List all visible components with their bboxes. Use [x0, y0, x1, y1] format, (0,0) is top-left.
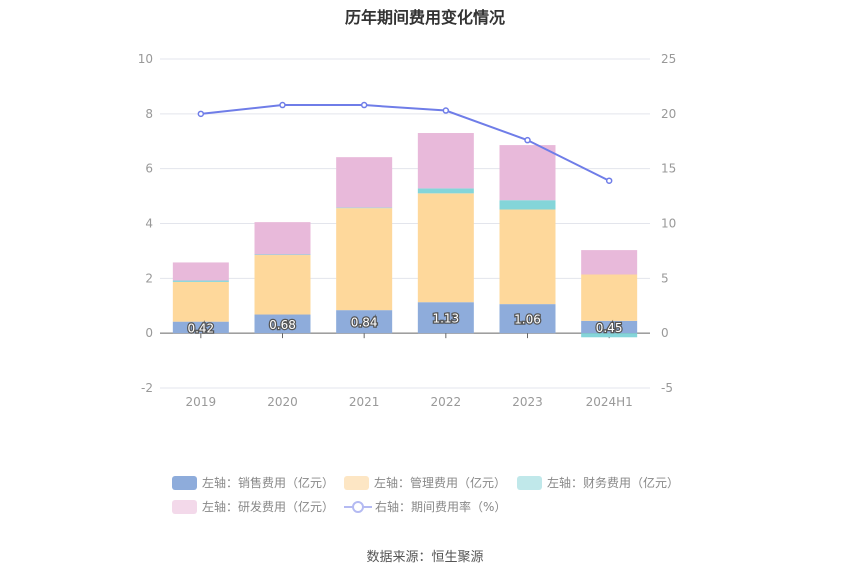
bar-segment — [581, 274, 638, 321]
bar-segment — [172, 321, 229, 334]
bar-segment — [172, 280, 229, 282]
bar-segment — [172, 262, 229, 281]
x-tick-label: 2022 — [431, 395, 462, 409]
bar-segment — [581, 320, 638, 334]
legend-swatch — [172, 499, 197, 514]
bar-data-label: 0.84 — [351, 316, 378, 330]
left-tick-label: 4 — [145, 217, 153, 231]
bar-segment — [336, 157, 393, 208]
bar-segment — [581, 250, 638, 275]
bar-segment — [254, 255, 311, 315]
legend-label: 左轴：研发费用（亿元） — [202, 500, 335, 514]
left-tick-label: 10 — [138, 52, 153, 66]
right-tick-label: 5 — [661, 271, 669, 285]
legend-item-rd[interactable]: 左轴：研发费用（亿元） — [172, 498, 334, 515]
bar-segment — [499, 209, 556, 305]
bar-data-label: 1.06 — [514, 313, 541, 327]
bar-data-label: 1.13 — [432, 312, 459, 326]
right-tick-label: 10 — [661, 217, 676, 231]
x-tick-label: 2024H1 — [586, 395, 633, 409]
bar-segment — [254, 254, 311, 256]
left-tick-label: -2 — [141, 381, 153, 395]
right-tick-label: 15 — [661, 162, 676, 176]
rate-point — [197, 110, 205, 118]
left-tick-label: 6 — [145, 162, 153, 176]
bar-segment — [336, 310, 393, 334]
bar-segment — [499, 145, 556, 201]
bar-segment — [417, 133, 474, 189]
rate-point — [360, 101, 368, 109]
legend-item-sales[interactable]: 左轴：销售费用（亿元） — [172, 474, 334, 491]
chart-title: 历年期间费用变化情况 — [344, 8, 505, 27]
rate-point — [442, 107, 450, 114]
source-note: 数据来源：恒生聚源 — [366, 550, 484, 565]
x-tick-label: 2023 — [512, 395, 543, 409]
bar-segment — [254, 314, 311, 334]
rate-line — [200, 104, 610, 182]
legend-item-admin[interactable]: 左轴：管理费用（亿元） — [344, 474, 506, 491]
x-tick-label: 2021 — [349, 395, 380, 409]
rate-point — [605, 177, 613, 184]
bar-data-label: 0.42 — [187, 321, 214, 335]
right-tick-label: 25 — [661, 52, 676, 66]
left-tick-label: 0 — [145, 326, 153, 340]
x-tick-label: 2020 — [267, 395, 298, 409]
legend-item-rate[interactable]: 右轴：期间费用率（%） — [344, 498, 506, 515]
left-tick-label: 8 — [145, 107, 153, 121]
legend-item-finance[interactable]: 左轴：财务费用（亿元） — [517, 474, 679, 491]
right-tick-label: 0 — [661, 326, 669, 340]
bar-data-label: 0.45 — [596, 321, 623, 335]
bar-segment — [417, 302, 474, 334]
rate-point — [524, 136, 531, 144]
bar-segment — [499, 304, 556, 334]
bar-segment — [172, 281, 229, 322]
legend-swatch — [344, 475, 369, 490]
legend-label: 左轴：销售费用（亿元） — [202, 476, 335, 490]
bar-data-label: 0.68 — [269, 318, 296, 332]
right-tick-label: -5 — [661, 381, 673, 395]
bar-segment — [336, 207, 393, 209]
left-tick-label: 2 — [145, 271, 153, 285]
bar-segment — [581, 333, 638, 338]
legend-label: 右轴：期间费用率（%） — [375, 500, 507, 514]
legend-swatch — [517, 475, 542, 490]
bar-segment — [499, 200, 556, 210]
right-tick-label: 20 — [661, 107, 676, 121]
legend-label: 左轴：财务费用（亿元） — [547, 476, 680, 490]
legend-swatch — [172, 475, 197, 490]
legend-label: 左轴：管理费用（亿元） — [374, 476, 507, 490]
bar-segment — [254, 222, 311, 255]
bar-segment — [336, 208, 393, 311]
bar-segment — [417, 188, 474, 194]
legend-line-icon — [344, 500, 372, 513]
rate-point — [279, 101, 286, 109]
bar-segment — [417, 193, 474, 303]
x-tick-label: 2019 — [186, 395, 217, 409]
